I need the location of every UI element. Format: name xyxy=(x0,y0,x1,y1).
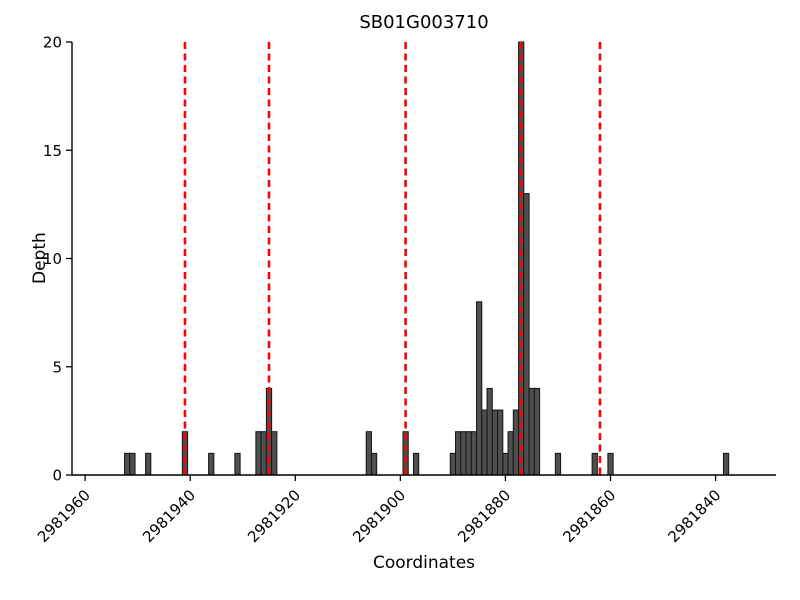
depth-bar xyxy=(722,452,730,476)
x-axis-label: Coordinates xyxy=(372,553,476,573)
depth-bar xyxy=(533,387,541,476)
x-tick-label: 2981920 xyxy=(244,486,304,546)
depth-bar xyxy=(365,431,372,476)
depth-bar xyxy=(591,452,598,476)
marker-vlines xyxy=(183,42,602,475)
y-tick-label: 20 xyxy=(43,34,62,52)
depth-bars xyxy=(124,41,730,476)
depth-bar xyxy=(260,431,267,476)
chart-title: SB01G003710 xyxy=(359,12,489,33)
depth-bar xyxy=(129,452,136,476)
depth-bar xyxy=(370,452,378,476)
x-tick-label: 2981960 xyxy=(34,486,94,546)
x-tick-label: 2981880 xyxy=(454,486,514,546)
depth-bar xyxy=(512,409,520,476)
y-tick-label: 10 xyxy=(43,250,62,268)
depth-bar xyxy=(460,431,467,476)
depth-bar xyxy=(476,301,483,476)
y-tick-label: 15 xyxy=(43,142,62,160)
depth-bar xyxy=(507,431,514,476)
depth-bar xyxy=(234,452,241,476)
depth-bar xyxy=(124,452,131,476)
depth-bar xyxy=(455,431,462,476)
y-axis-label: Depth xyxy=(30,232,50,284)
depth-bar xyxy=(449,452,457,476)
x-tick-label: 2981840 xyxy=(664,486,724,546)
depth-bar xyxy=(255,431,262,476)
depth-bar xyxy=(470,431,478,476)
depth-bar xyxy=(528,387,535,476)
depth-bar xyxy=(145,452,152,476)
depth-bar xyxy=(486,387,493,476)
depth-bar xyxy=(523,193,530,476)
x-tick-label: 2981940 xyxy=(139,486,199,546)
y-tick-label: 0 xyxy=(52,467,62,485)
depth-bar xyxy=(554,452,562,476)
x-tick-label: 2981860 xyxy=(559,486,619,546)
depth-bar xyxy=(502,452,509,476)
depth-bar xyxy=(491,409,499,476)
y-tick-label: 5 xyxy=(52,358,62,376)
depth-bar xyxy=(481,409,488,476)
depth-bar xyxy=(208,452,215,476)
depth-bar xyxy=(412,452,420,476)
depth-bar xyxy=(271,431,278,476)
depth-bar xyxy=(497,409,504,476)
depth-bar xyxy=(465,431,472,476)
x-tick-label: 2981900 xyxy=(349,486,409,546)
depth-bar xyxy=(607,452,614,476)
